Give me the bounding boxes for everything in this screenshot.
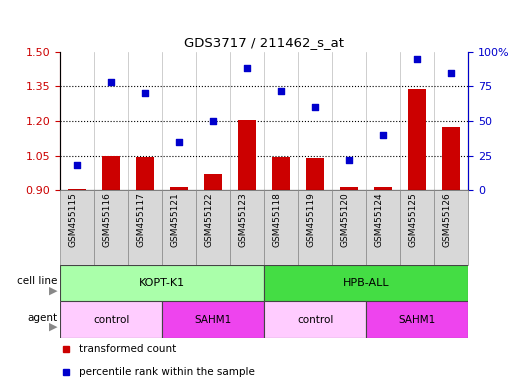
Bar [306,158,324,190]
Text: percentile rank within the sample: percentile rank within the sample [78,367,254,377]
Text: GSM455117: GSM455117 [136,192,145,247]
Text: GSM455119: GSM455119 [306,192,315,247]
Text: KOPT-K1: KOPT-K1 [139,278,185,288]
Text: SAHM1: SAHM1 [399,314,436,325]
Text: GSM455125: GSM455125 [408,192,417,247]
Text: GSM455124: GSM455124 [374,192,383,247]
Bar [230,190,264,265]
Bar [60,190,94,265]
Bar [60,265,264,301]
Bar [60,301,162,338]
Text: GSM455123: GSM455123 [238,192,247,247]
Bar [366,301,468,338]
Point [277,88,286,94]
Text: GSM455118: GSM455118 [272,192,281,247]
Point [175,139,184,145]
Point [379,132,388,138]
Bar [128,190,162,265]
Title: GDS3717 / 211462_s_at: GDS3717 / 211462_s_at [184,36,344,49]
Bar [400,190,434,265]
Text: ▶: ▶ [49,285,58,296]
Text: GSM455121: GSM455121 [170,192,179,247]
Bar [298,190,332,265]
Bar [264,265,468,301]
Text: GSM455115: GSM455115 [68,192,77,247]
Point [243,65,252,71]
Bar [136,157,154,190]
Text: GSM455120: GSM455120 [340,192,349,247]
Text: GSM455126: GSM455126 [442,192,451,247]
Bar [238,120,256,190]
Point [141,90,150,96]
Bar [366,190,400,265]
Bar [374,187,392,190]
Text: HPB-ALL: HPB-ALL [343,278,390,288]
Point [345,157,354,163]
Point [209,118,218,124]
Text: control: control [93,314,129,325]
Text: SAHM1: SAHM1 [195,314,232,325]
Bar [434,190,468,265]
Text: control: control [297,314,333,325]
Bar [442,127,460,190]
Bar [272,157,290,190]
Point [311,104,320,110]
Text: GSM455122: GSM455122 [204,192,213,247]
Bar [196,190,230,265]
Bar [170,187,188,190]
Text: GSM455116: GSM455116 [102,192,111,247]
Bar [264,301,366,338]
Point [107,79,116,85]
Bar [162,190,196,265]
Text: agent: agent [27,313,58,323]
Text: transformed count: transformed count [78,344,176,354]
Text: cell line: cell line [17,276,58,286]
Point [413,56,422,62]
Bar [408,89,426,190]
Bar [204,174,222,190]
Bar [68,189,86,190]
Bar [340,187,358,190]
Point [73,162,82,168]
Bar [94,190,128,265]
Bar [102,156,120,190]
Bar [162,301,264,338]
Text: ▶: ▶ [49,322,58,332]
Bar [264,190,298,265]
Point [447,70,456,76]
Bar [332,190,366,265]
